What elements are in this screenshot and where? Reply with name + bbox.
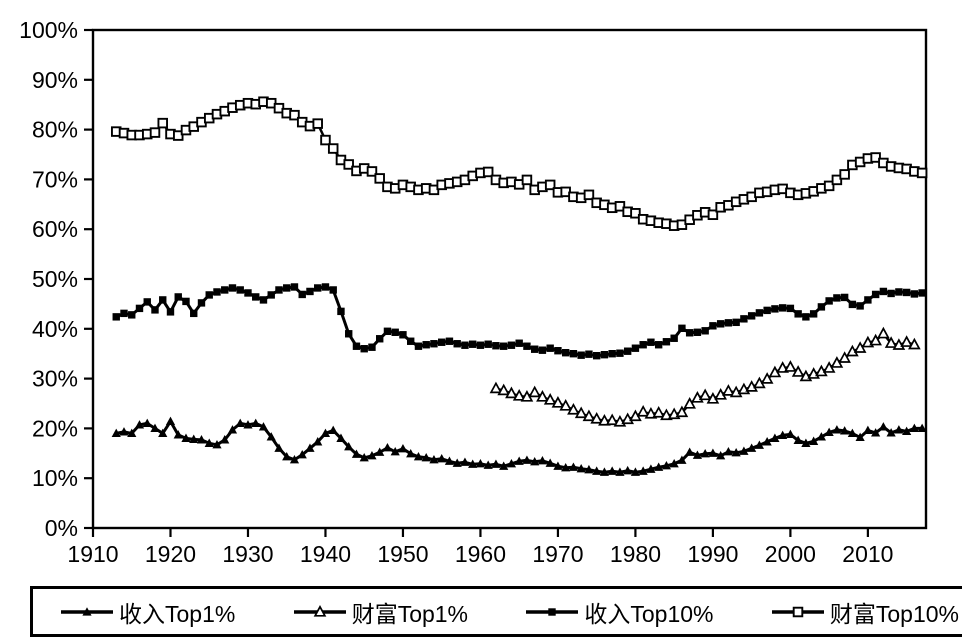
- x-axis-tick-label: 1940: [300, 541, 351, 567]
- x-axis-tick-label: 1990: [687, 541, 738, 567]
- series-line: [115, 100, 923, 227]
- y-axis-tick-label: 50%: [32, 266, 78, 292]
- open-triangle-marker-icon: [292, 604, 348, 620]
- x-axis-tick-label: 1950: [377, 541, 428, 567]
- y-axis-tick-label: 0%: [45, 515, 78, 541]
- legend-label-income-top1: 收入Top1%: [119, 600, 236, 627]
- legend-item-wealth-top10: 财富Top10%: [770, 595, 959, 629]
- series-wealth-top1: [489, 326, 921, 427]
- x-axis-tick-label: 1970: [532, 541, 583, 567]
- series-income-top10: [112, 283, 926, 360]
- y-axis-tick-label: 30%: [32, 366, 78, 392]
- legend-label-wealth-top10: 财富Top10%: [829, 600, 959, 627]
- x-axis-tick-label: 1910: [67, 541, 118, 567]
- x-axis-tick-label: 1930: [222, 541, 273, 567]
- y-axis-tick-label: 70%: [32, 166, 78, 192]
- legend-label-wealth-top1: 财富Top1%: [351, 600, 469, 627]
- y-axis-tick-label: 100%: [19, 17, 78, 43]
- x-axis-tick-label: 2000: [765, 541, 816, 567]
- y-axis-tick-label: 40%: [32, 316, 78, 342]
- series-income-top1: [111, 416, 927, 476]
- y-axis-tick-label: 20%: [32, 415, 78, 441]
- filled-triangle-marker-icon: [59, 604, 115, 620]
- legend: 收入Top1% 财富Top1% 收入Top10% 财富Top10%: [30, 586, 962, 637]
- legend-label-income-top10: 收入Top10%: [584, 600, 714, 627]
- plot-border: [91, 28, 928, 530]
- y-axis-tick-label: 60%: [32, 216, 78, 242]
- y-axis-tick-label: 10%: [32, 465, 78, 491]
- x-axis-tick-label: 1980: [610, 541, 661, 567]
- plot-area: 0% 10% 20% 30% 40% 50% 60% 70% 80% 90% 100% 1910 192…: [19, 17, 928, 567]
- open-square-marker-icon: [770, 604, 826, 620]
- y-axis-tick-label: 90%: [32, 67, 78, 93]
- x-axis-tick-label: 1960: [455, 541, 506, 567]
- filled-square-marker-icon: [524, 604, 580, 620]
- y-axis-tick-label: 80%: [32, 117, 78, 143]
- x-axis-tick-label: 2010: [842, 541, 893, 567]
- x-axis-tick-label: 1920: [145, 541, 196, 567]
- legend-item-income-top10: 收入Top10%: [524, 595, 714, 629]
- legend-item-wealth-top1: 财富Top1%: [292, 595, 468, 629]
- series-wealth-top10: [110, 96, 928, 231]
- legend-item-income-top1: 收入Top1%: [59, 595, 235, 629]
